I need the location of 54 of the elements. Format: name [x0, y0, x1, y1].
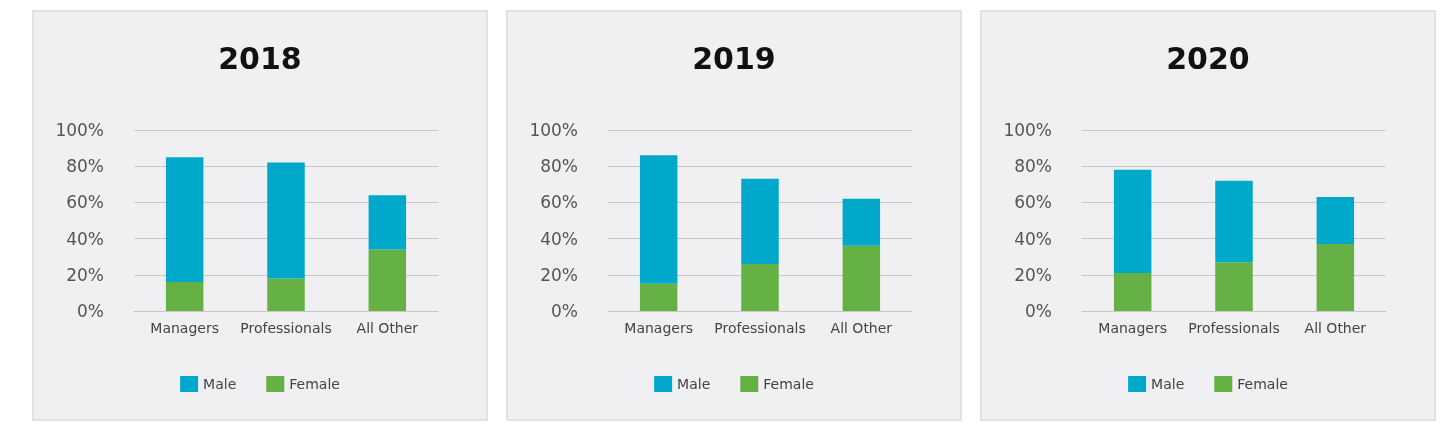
legend-label: Male [1151, 376, 1185, 392]
y-tick-label: 60% [540, 192, 578, 213]
x-tick-label: All Other [1304, 320, 1367, 336]
bar [1113, 169, 1152, 273]
bar [1215, 262, 1253, 311]
legend-label: Female [763, 376, 814, 392]
y-tick-label: 20% [1014, 264, 1052, 285]
bar [267, 162, 305, 279]
y-tick-label: 40% [1014, 228, 1052, 249]
y-tick-label: 80% [1014, 156, 1052, 177]
y-tick-label: 40% [540, 228, 578, 249]
bar [267, 278, 305, 311]
y-tick-label: 80% [540, 156, 578, 177]
y-tick-label: 100% [55, 120, 104, 140]
y-tick-label: 40% [66, 228, 104, 249]
y-tick-label: 20% [540, 264, 578, 285]
bar [368, 249, 407, 311]
y-tick-label: 20% [66, 264, 104, 285]
chart-title: 2020 [1166, 40, 1250, 76]
bar [1215, 180, 1253, 263]
bar [639, 283, 678, 311]
bar [165, 282, 204, 311]
x-tick-label: Managers [150, 320, 219, 336]
legend-label: Female [289, 376, 340, 392]
x-tick-label: Professionals [240, 320, 332, 336]
x-tick-label: Professionals [1188, 320, 1280, 336]
chart-title: 2019 [692, 40, 776, 76]
y-tick-label: 100% [529, 120, 578, 140]
bar [165, 157, 204, 283]
y-tick-label: 60% [1014, 192, 1052, 213]
y-tick-label: 60% [66, 192, 104, 213]
bar [842, 245, 881, 311]
x-tick-label: All Other [830, 320, 893, 336]
legend-label: Male [203, 376, 237, 392]
bar [842, 198, 881, 246]
y-tick-label: 0% [77, 301, 104, 321]
legend-label: Female [1237, 376, 1288, 392]
y-tick-label: 80% [66, 156, 104, 177]
y-tick-label: 0% [551, 301, 578, 321]
x-tick-label: Managers [1098, 320, 1167, 336]
bar [1316, 196, 1355, 245]
chart-title: 2018 [218, 40, 302, 76]
y-tick-label: 100% [1003, 120, 1052, 140]
bar [1113, 272, 1152, 311]
x-tick-label: All Other [356, 320, 419, 336]
legend-label: Male [677, 376, 711, 392]
bar [1316, 244, 1355, 311]
bar [368, 195, 407, 250]
x-tick-label: Professionals [714, 320, 806, 336]
bar [741, 178, 779, 264]
bar [741, 263, 779, 311]
bar [639, 155, 678, 284]
y-tick-label: 0% [1025, 301, 1052, 321]
x-tick-label: Managers [624, 320, 693, 336]
